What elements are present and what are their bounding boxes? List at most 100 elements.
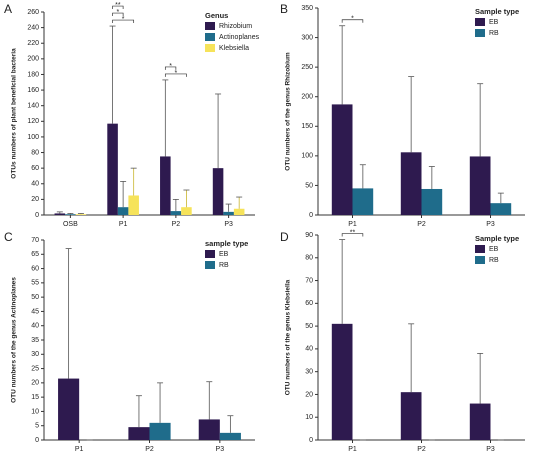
bar — [400, 152, 422, 215]
bar — [400, 392, 422, 440]
bar — [223, 211, 234, 215]
y-tick-label: 50 — [31, 294, 39, 301]
y-tick-label: 15 — [31, 394, 39, 401]
y-tick-label: 0 — [35, 212, 39, 219]
y-tick-label: 70 — [31, 237, 39, 244]
bar — [331, 323, 353, 440]
y-tick-label: 60 — [31, 265, 39, 272]
bar — [331, 104, 353, 215]
significance-bracket — [164, 73, 187, 77]
y-axis-label: OTUs numbers of plant beneficial bacteri… — [11, 48, 18, 179]
y-tick-label: 50 — [305, 182, 313, 189]
bar — [198, 419, 220, 440]
bar — [160, 156, 171, 215]
significance-bracket — [112, 12, 124, 17]
legend-label: Rhizobium — [219, 23, 252, 30]
bar — [128, 427, 150, 440]
x-tick-label: P2 — [145, 446, 154, 453]
y-tick-label: 260 — [27, 9, 39, 16]
legend-swatch — [205, 261, 215, 269]
legend-swatch — [205, 250, 215, 258]
y-tick-label: 140 — [27, 103, 39, 110]
y-tick-label: 150 — [301, 123, 313, 130]
significance-bracket — [341, 233, 364, 237]
y-tick-label: 80 — [31, 149, 39, 156]
y-tick-label: 10 — [305, 414, 313, 421]
y-tick-label: 200 — [301, 94, 313, 101]
y-tick-label: 180 — [27, 71, 39, 78]
y-tick-label: 60 — [305, 300, 313, 307]
legend-label: Klebsiella — [219, 45, 249, 52]
x-tick-label: P3 — [216, 446, 225, 453]
legend-label: EB — [489, 246, 499, 253]
y-tick-label: 240 — [27, 24, 39, 31]
y-tick-label: 220 — [27, 40, 39, 47]
significance-label: * — [116, 9, 119, 16]
significance-label: * — [169, 63, 172, 70]
panel-label: B — [280, 2, 288, 16]
legend-title: Sample type — [475, 234, 519, 243]
y-tick-label: 120 — [27, 118, 39, 125]
bar — [233, 208, 245, 215]
x-tick-label: P1 — [348, 446, 357, 453]
bar — [469, 403, 491, 440]
y-tick-label: 25 — [31, 365, 39, 372]
bar — [421, 188, 443, 215]
x-tick-label: P2 — [172, 221, 181, 228]
y-tick-label: 300 — [301, 34, 313, 41]
x-tick-label: P1 — [348, 221, 357, 228]
legend-title: Sample type — [475, 7, 519, 16]
y-tick-label: 250 — [301, 64, 313, 71]
y-tick-label: 65 — [31, 251, 39, 258]
legend-label: Actinoplanes — [219, 34, 260, 41]
y-tick-label: 40 — [31, 323, 39, 330]
significance-label: * — [122, 16, 125, 23]
y-tick-label: 100 — [301, 153, 313, 160]
y-tick-label: 160 — [27, 87, 39, 94]
y-tick-label: 30 — [305, 369, 313, 376]
legend-label: EB — [219, 251, 229, 258]
y-tick-label: 45 — [31, 308, 39, 315]
y-tick-label: 30 — [31, 351, 39, 358]
x-tick-label: P3 — [486, 446, 495, 453]
y-tick-label: 40 — [31, 181, 39, 188]
bar — [490, 203, 512, 215]
y-tick-label: 40 — [305, 346, 313, 353]
legend-swatch — [475, 18, 485, 26]
y-tick-label: 70 — [305, 277, 313, 284]
y-tick-label: 50 — [305, 323, 313, 330]
panel-label: C — [4, 230, 13, 244]
bar — [352, 188, 374, 215]
legend-swatch — [205, 22, 215, 30]
significance-label: * — [351, 16, 354, 23]
significance-label: * — [175, 70, 178, 77]
y-tick-label: 0 — [35, 437, 39, 444]
y-tick-label: 0 — [309, 437, 313, 444]
y-tick-label: 200 — [27, 56, 39, 63]
legend-label: RB — [489, 30, 499, 37]
legend-label: EB — [489, 19, 499, 26]
y-tick-label: 20 — [31, 380, 39, 387]
y-tick-label: 55 — [31, 280, 39, 287]
legend-title: Genus — [205, 11, 228, 20]
legend-title: sample type — [205, 239, 248, 248]
x-tick-label: P2 — [417, 446, 426, 453]
legend-swatch — [205, 44, 215, 52]
bar — [469, 156, 491, 215]
y-axis-label: OTU numbers of the genus Klebsiella — [285, 279, 292, 395]
panel-label: A — [4, 2, 12, 16]
bar — [65, 214, 76, 215]
bar — [75, 214, 87, 215]
y-tick-label: 90 — [305, 232, 313, 239]
y-tick-label: 20 — [31, 196, 39, 203]
x-tick-label: P3 — [486, 221, 495, 228]
y-tick-label: 10 — [31, 408, 39, 415]
y-tick-label: 100 — [27, 134, 39, 141]
y-tick-label: 80 — [305, 255, 313, 262]
x-tick-label: OSB — [63, 221, 78, 228]
bar — [117, 207, 129, 215]
bar — [181, 207, 192, 215]
significance-bracket — [112, 19, 135, 24]
bar — [54, 213, 66, 215]
legend-swatch — [205, 33, 215, 41]
